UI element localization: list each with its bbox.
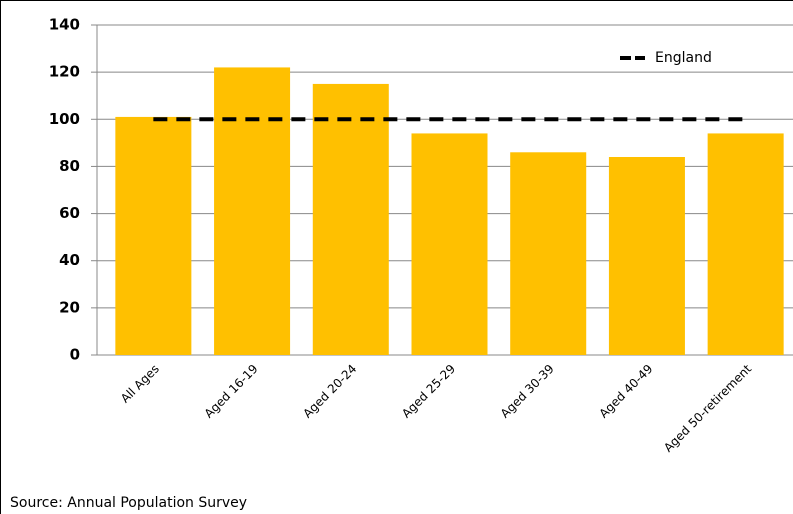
bar [214, 67, 291, 355]
y-tick-label: 40 [59, 251, 80, 269]
y-tick-label: 140 [49, 16, 80, 34]
y-tick-label: 20 [59, 298, 80, 316]
bar [510, 152, 587, 355]
source-note: Source: Annual Population Survey [10, 495, 247, 511]
y-tick-label: 0 [70, 346, 80, 364]
bar [115, 116, 192, 355]
x-tick-label: Aged 20-24 [300, 362, 359, 421]
bar [707, 133, 784, 355]
bar [312, 83, 389, 355]
x-tick-label: Aged 25-29 [399, 362, 458, 421]
y-tick-label: 100 [49, 110, 80, 128]
x-tick-label: All Ages [118, 362, 162, 406]
x-tick-label: Aged 30-39 [498, 362, 557, 421]
bar [411, 133, 488, 355]
y-tick-label: 80 [59, 157, 80, 175]
y-tick-label: 60 [59, 204, 80, 222]
x-tick-label: Aged 50-retirement [661, 361, 754, 454]
bar [608, 157, 685, 355]
x-tick-label: Aged 16-19 [202, 362, 261, 421]
legend-label: England [655, 50, 712, 66]
x-tick-label: Aged 40-49 [596, 362, 655, 421]
y-tick-label: 120 [49, 63, 80, 81]
